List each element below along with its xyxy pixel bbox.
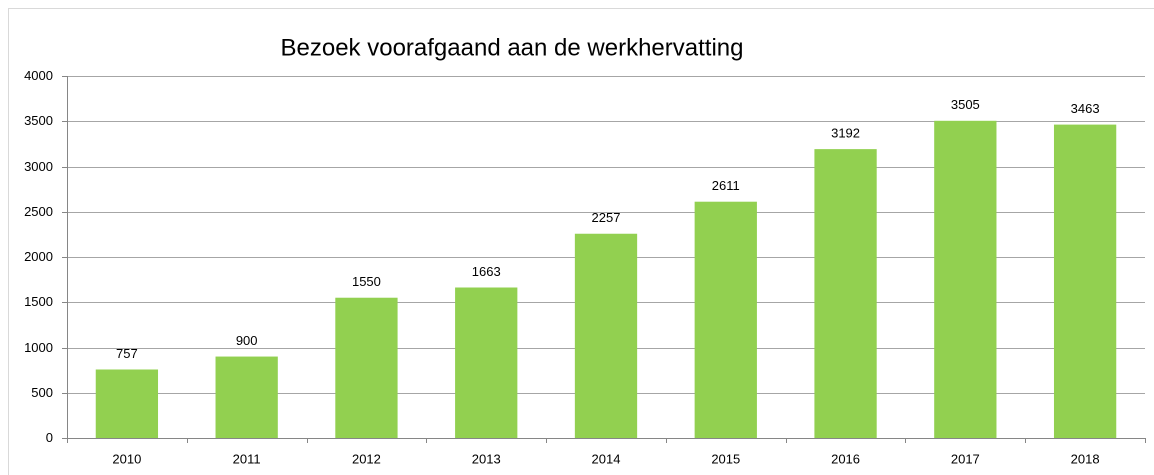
x-tick-label: 2016 [831, 451, 860, 466]
x-tick-label: 2017 [951, 451, 980, 466]
bar [455, 287, 518, 438]
x-tick-label: 2013 [472, 451, 501, 466]
y-tick-label: 2500 [24, 204, 53, 219]
bar [814, 149, 877, 438]
y-tick-label: 500 [31, 385, 53, 400]
y-tick-label: 4000 [24, 68, 53, 83]
bar [215, 356, 278, 438]
x-tick-label: 2015 [711, 451, 740, 466]
data-label: 3192 [831, 126, 860, 141]
x-tick-label: 2011 [233, 451, 261, 466]
x-tick-label: 2012 [352, 451, 381, 466]
data-label: 2257 [592, 210, 621, 225]
x-tick-label: 2014 [592, 451, 621, 466]
data-label: 1550 [352, 274, 381, 289]
x-tick-label: 2018 [1071, 451, 1100, 466]
x-tick-label: 2010 [112, 451, 141, 466]
bar [335, 297, 398, 438]
bar [1053, 124, 1117, 438]
bar [934, 120, 997, 439]
chart-border [8, 8, 1154, 475]
bar [574, 233, 638, 438]
data-label: 3463 [1071, 101, 1100, 116]
y-tick-label: 2000 [24, 249, 53, 264]
y-tick-label: 1000 [24, 340, 53, 355]
data-label: 3505 [951, 97, 980, 112]
y-tick-label: 1500 [24, 294, 53, 309]
y-tick-label: 3000 [24, 159, 53, 174]
data-label: 757 [116, 346, 138, 361]
bar [694, 201, 757, 438]
chart-title: Bezoek voorafgaand aan de werkhervatting [281, 34, 744, 61]
data-label: 2611 [712, 178, 740, 193]
y-tick-label: 0 [46, 430, 53, 445]
bar [95, 369, 159, 438]
data-label: 1663 [472, 264, 501, 279]
y-tick-label: 3500 [24, 113, 53, 128]
data-label: 900 [236, 333, 258, 348]
